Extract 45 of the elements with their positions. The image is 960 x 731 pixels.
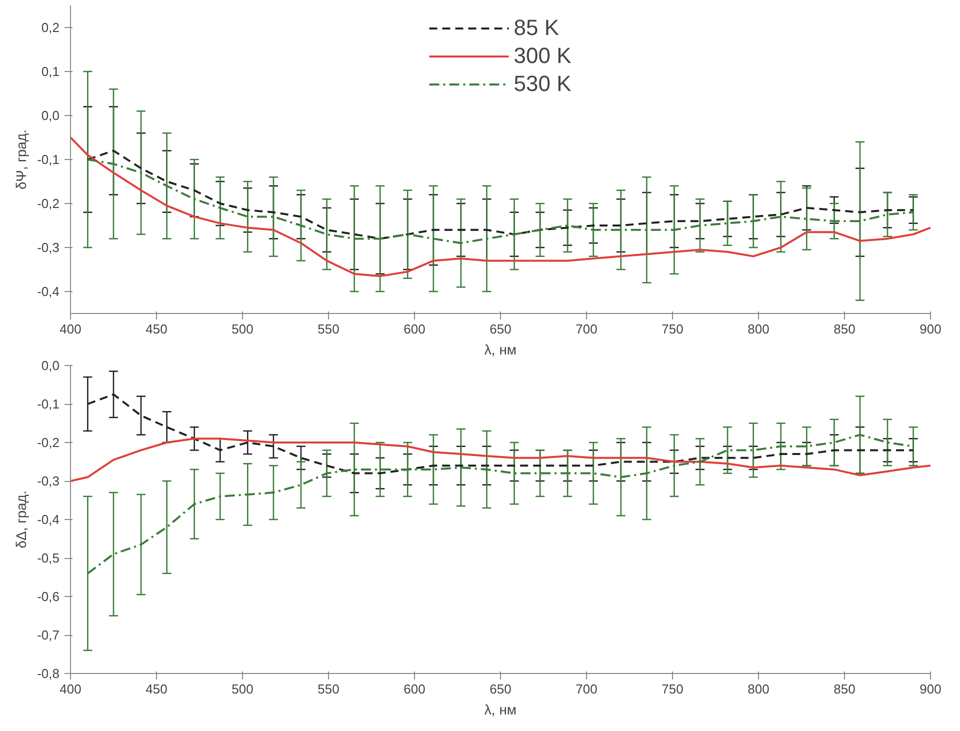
legend-label: 300 K — [514, 43, 572, 69]
y-tick-label: 0,2 — [41, 20, 60, 35]
x-tick-label: 850 — [834, 322, 856, 336]
x-tick-label: 750 — [662, 682, 684, 696]
y-axis-title: δΨ, град. — [13, 129, 30, 190]
x-tick-label: 600 — [404, 682, 426, 696]
x-tick-label: 400 — [60, 682, 82, 696]
y-tick-label: -0,3 — [37, 474, 60, 488]
y-tick-label: -0,4 — [37, 284, 60, 299]
y-tick-label: -0,6 — [37, 589, 60, 604]
y-tick-label: -0,2 — [37, 196, 60, 211]
y-tick-label: -0,8 — [37, 666, 60, 681]
x-tick-label: 900 — [920, 682, 942, 696]
x-axis-title: λ, нм — [484, 702, 517, 718]
x-tick-label: 850 — [834, 682, 856, 696]
x-axis-title: λ, нм — [484, 342, 517, 358]
y-tick-label: 0,0 — [41, 108, 60, 123]
y-tick-label: 0,1 — [41, 64, 60, 79]
x-tick-label: 800 — [748, 322, 770, 336]
y-tick-label: -0,7 — [37, 628, 60, 642]
x-tick-label: 700 — [576, 322, 598, 336]
y-axis-title: δΔ, град. — [13, 490, 30, 548]
y-tick-label: -0,4 — [37, 512, 60, 527]
x-tick-label: 500 — [232, 322, 254, 336]
x-tick-label: 500 — [232, 682, 254, 696]
x-tick-label: 800 — [748, 682, 770, 696]
x-tick-label: 550 — [318, 682, 340, 696]
legend-label: 85 K — [514, 15, 560, 41]
x-tick-label: 650 — [490, 682, 512, 696]
x-tick-label: 900 — [920, 322, 942, 336]
y-tick-label: -0,3 — [37, 240, 60, 255]
x-tick-label: 450 — [146, 322, 168, 336]
x-tick-label: 700 — [576, 682, 598, 696]
x-tick-label: 400 — [60, 322, 82, 336]
x-tick-label: 750 — [662, 322, 684, 336]
y-tick-label: 0,0 — [41, 358, 60, 373]
y-tick-label: -0,2 — [37, 435, 60, 450]
x-tick-label: 450 — [146, 682, 168, 696]
y-tick-label: -0,1 — [37, 152, 60, 167]
y-tick-label: -0,5 — [37, 550, 60, 566]
y-tick-label: -0,1 — [37, 396, 60, 412]
legend-label: 530 K — [514, 71, 572, 97]
x-tick-label: 600 — [404, 322, 426, 336]
x-tick-label: 650 — [490, 322, 512, 336]
x-tick-label: 550 — [318, 322, 340, 336]
